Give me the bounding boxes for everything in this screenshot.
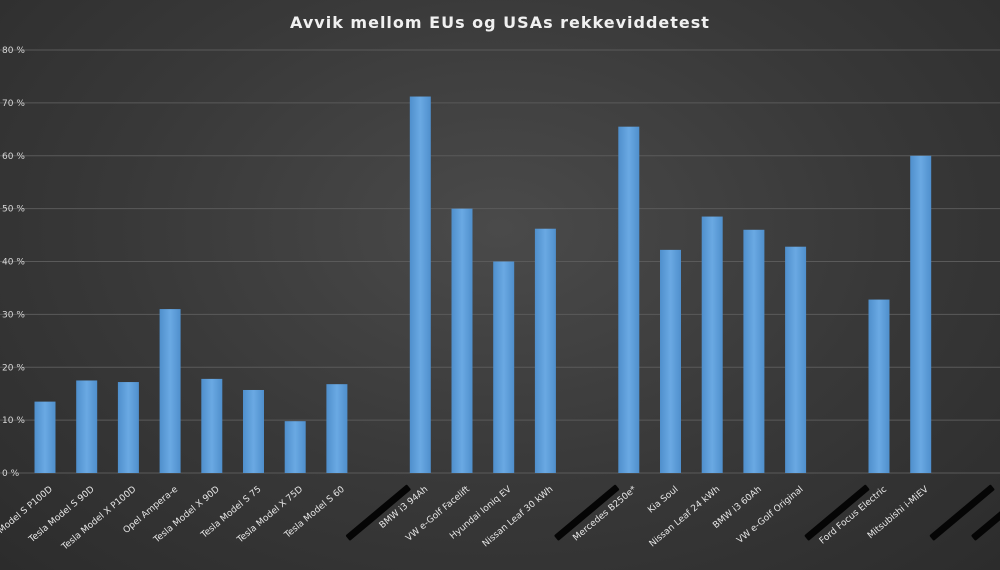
group-separators (346, 484, 1000, 541)
y-tick-label: 40 % (2, 258, 25, 268)
group-separator (971, 484, 1000, 541)
bar (910, 155, 932, 473)
bar (326, 384, 348, 473)
bar (409, 96, 431, 473)
y-tick-label: 70 % (2, 99, 25, 109)
bar (284, 421, 306, 473)
x-category-label: Kia Soul (646, 485, 680, 516)
bar (743, 229, 765, 473)
group-separator (804, 484, 870, 541)
bar (785, 246, 807, 473)
bar (201, 378, 223, 473)
x-category-label: Nissan Leaf 30 kWh (481, 485, 555, 550)
group-separator (346, 484, 411, 541)
bar (243, 389, 264, 473)
bar (618, 126, 640, 473)
y-tick-label: 60 % (2, 152, 25, 162)
bar (34, 401, 56, 473)
chart-title: Avvik mellom EUs og USAs rekkeviddetest (290, 13, 710, 32)
bar (660, 249, 681, 473)
group-separator (929, 484, 995, 541)
bar (159, 309, 181, 473)
bar (117, 382, 139, 473)
x-category-label: Nissan Leaf 24 kWh (648, 485, 722, 550)
y-tick-label: 10 % (2, 416, 25, 426)
bar (701, 216, 723, 473)
group-separator (554, 484, 620, 541)
y-tick-label: 20 % (2, 363, 25, 373)
x-category-label: Tesla Model X P100D (59, 485, 138, 553)
y-axis-ticks: 0 % 10 % 20 % 30 % 40 % 50 % 60 % 70 % 80 % (2, 46, 25, 479)
bar (493, 261, 515, 473)
bar (534, 228, 556, 473)
bar (76, 380, 98, 473)
y-tick-label: 80 % (2, 46, 25, 56)
y-tick-label: 30 % (2, 310, 25, 320)
y-tick-label: 50 % (2, 205, 25, 215)
bar (451, 208, 473, 473)
bar (868, 299, 890, 473)
x-category-label: Tesla Model S P100D (0, 485, 55, 553)
bars (34, 96, 932, 473)
y-tick-label: 0 % (2, 469, 20, 479)
